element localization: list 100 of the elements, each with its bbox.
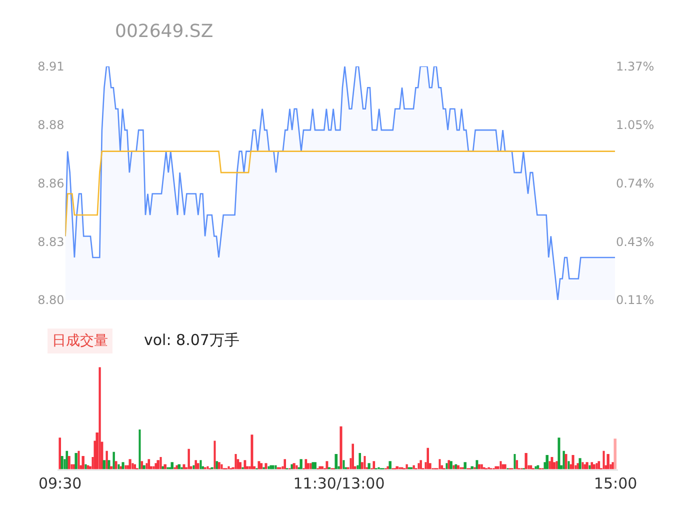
bar xyxy=(500,461,502,470)
bar xyxy=(220,464,223,470)
bar xyxy=(326,461,328,470)
bar xyxy=(98,367,101,470)
bar xyxy=(452,465,455,470)
bar xyxy=(342,460,345,470)
bar xyxy=(146,463,148,470)
bar xyxy=(196,463,200,470)
bar xyxy=(110,466,113,470)
bar xyxy=(138,429,141,470)
bar xyxy=(358,452,362,470)
bar xyxy=(470,466,474,470)
bar xyxy=(310,463,312,470)
bar xyxy=(244,460,246,470)
bar xyxy=(84,464,87,470)
bar xyxy=(238,462,242,470)
bar xyxy=(514,454,516,470)
bar xyxy=(596,463,598,470)
chart-title: 002649.SZ xyxy=(115,21,214,42)
bar xyxy=(74,452,78,470)
bar xyxy=(68,456,70,470)
bar xyxy=(142,465,146,470)
bar xyxy=(372,461,376,470)
bar xyxy=(178,464,181,470)
bar xyxy=(260,463,263,470)
bar xyxy=(352,444,354,470)
bar xyxy=(60,456,64,470)
bar xyxy=(418,463,420,470)
line-series xyxy=(65,150,616,237)
bar xyxy=(464,462,466,470)
bar xyxy=(478,464,481,470)
bar xyxy=(112,452,115,470)
bar xyxy=(420,460,422,470)
bar xyxy=(156,460,160,470)
bar xyxy=(546,455,549,470)
bar xyxy=(446,463,448,470)
bar xyxy=(598,461,600,470)
bar xyxy=(364,456,366,470)
bar xyxy=(606,454,610,470)
bar xyxy=(284,459,286,470)
bar xyxy=(234,454,237,470)
bar xyxy=(592,464,596,470)
bar xyxy=(140,461,144,470)
bar xyxy=(148,459,150,470)
bar xyxy=(134,464,136,470)
bar xyxy=(102,460,106,470)
bar xyxy=(548,461,551,470)
bar xyxy=(536,465,540,470)
bar xyxy=(556,461,558,470)
bar xyxy=(504,464,506,470)
bar xyxy=(530,465,532,470)
bar xyxy=(590,462,594,470)
y-tick-label: 8.88 xyxy=(38,118,64,132)
y-tick-label: 8.80 xyxy=(38,293,64,308)
bar xyxy=(192,465,195,470)
bar xyxy=(214,440,216,470)
bar xyxy=(340,426,342,470)
chart-title: 日成交量 xyxy=(52,333,108,349)
bar xyxy=(66,450,68,470)
bar xyxy=(396,466,399,470)
y-tick-label: 8.91 xyxy=(38,60,64,74)
bar xyxy=(388,461,392,470)
bar xyxy=(194,460,197,470)
bar xyxy=(108,460,110,470)
y2-tick-label: 0.74% xyxy=(616,176,654,190)
y-tick-label: 8.83 xyxy=(38,234,64,249)
y2-tick-label: 0.43% xyxy=(616,234,654,249)
bar xyxy=(106,450,108,470)
bar xyxy=(558,438,560,470)
bar xyxy=(368,463,370,470)
bar xyxy=(188,448,190,470)
bar xyxy=(320,466,324,470)
bar xyxy=(250,434,254,470)
bar xyxy=(412,465,415,470)
bar xyxy=(562,450,565,470)
y2-tick-label: 1.37% xyxy=(616,60,654,74)
bar xyxy=(272,465,274,470)
bar xyxy=(588,465,591,470)
y-tick-label: 8.86 xyxy=(38,176,64,190)
bar xyxy=(438,459,441,470)
y2-tick-label: 0.11% xyxy=(616,293,654,308)
bar xyxy=(304,459,308,470)
bar xyxy=(122,462,124,470)
bar xyxy=(300,459,302,470)
chart-subtitle: vol: 8.07万手 xyxy=(144,331,240,349)
bar xyxy=(128,459,132,470)
bar xyxy=(586,462,588,470)
bar xyxy=(614,438,616,470)
bar xyxy=(264,463,268,470)
bar xyxy=(480,464,483,470)
x-tick-label: 15:00 xyxy=(594,474,638,492)
bar xyxy=(572,455,574,470)
x-tick-label: 09:30 xyxy=(38,474,82,492)
y2-tick-label: 1.05% xyxy=(616,118,654,132)
bar xyxy=(334,454,338,470)
bar xyxy=(182,464,186,470)
bar xyxy=(578,458,582,470)
bar xyxy=(152,466,155,470)
bar xyxy=(564,454,568,470)
bar xyxy=(524,452,528,470)
